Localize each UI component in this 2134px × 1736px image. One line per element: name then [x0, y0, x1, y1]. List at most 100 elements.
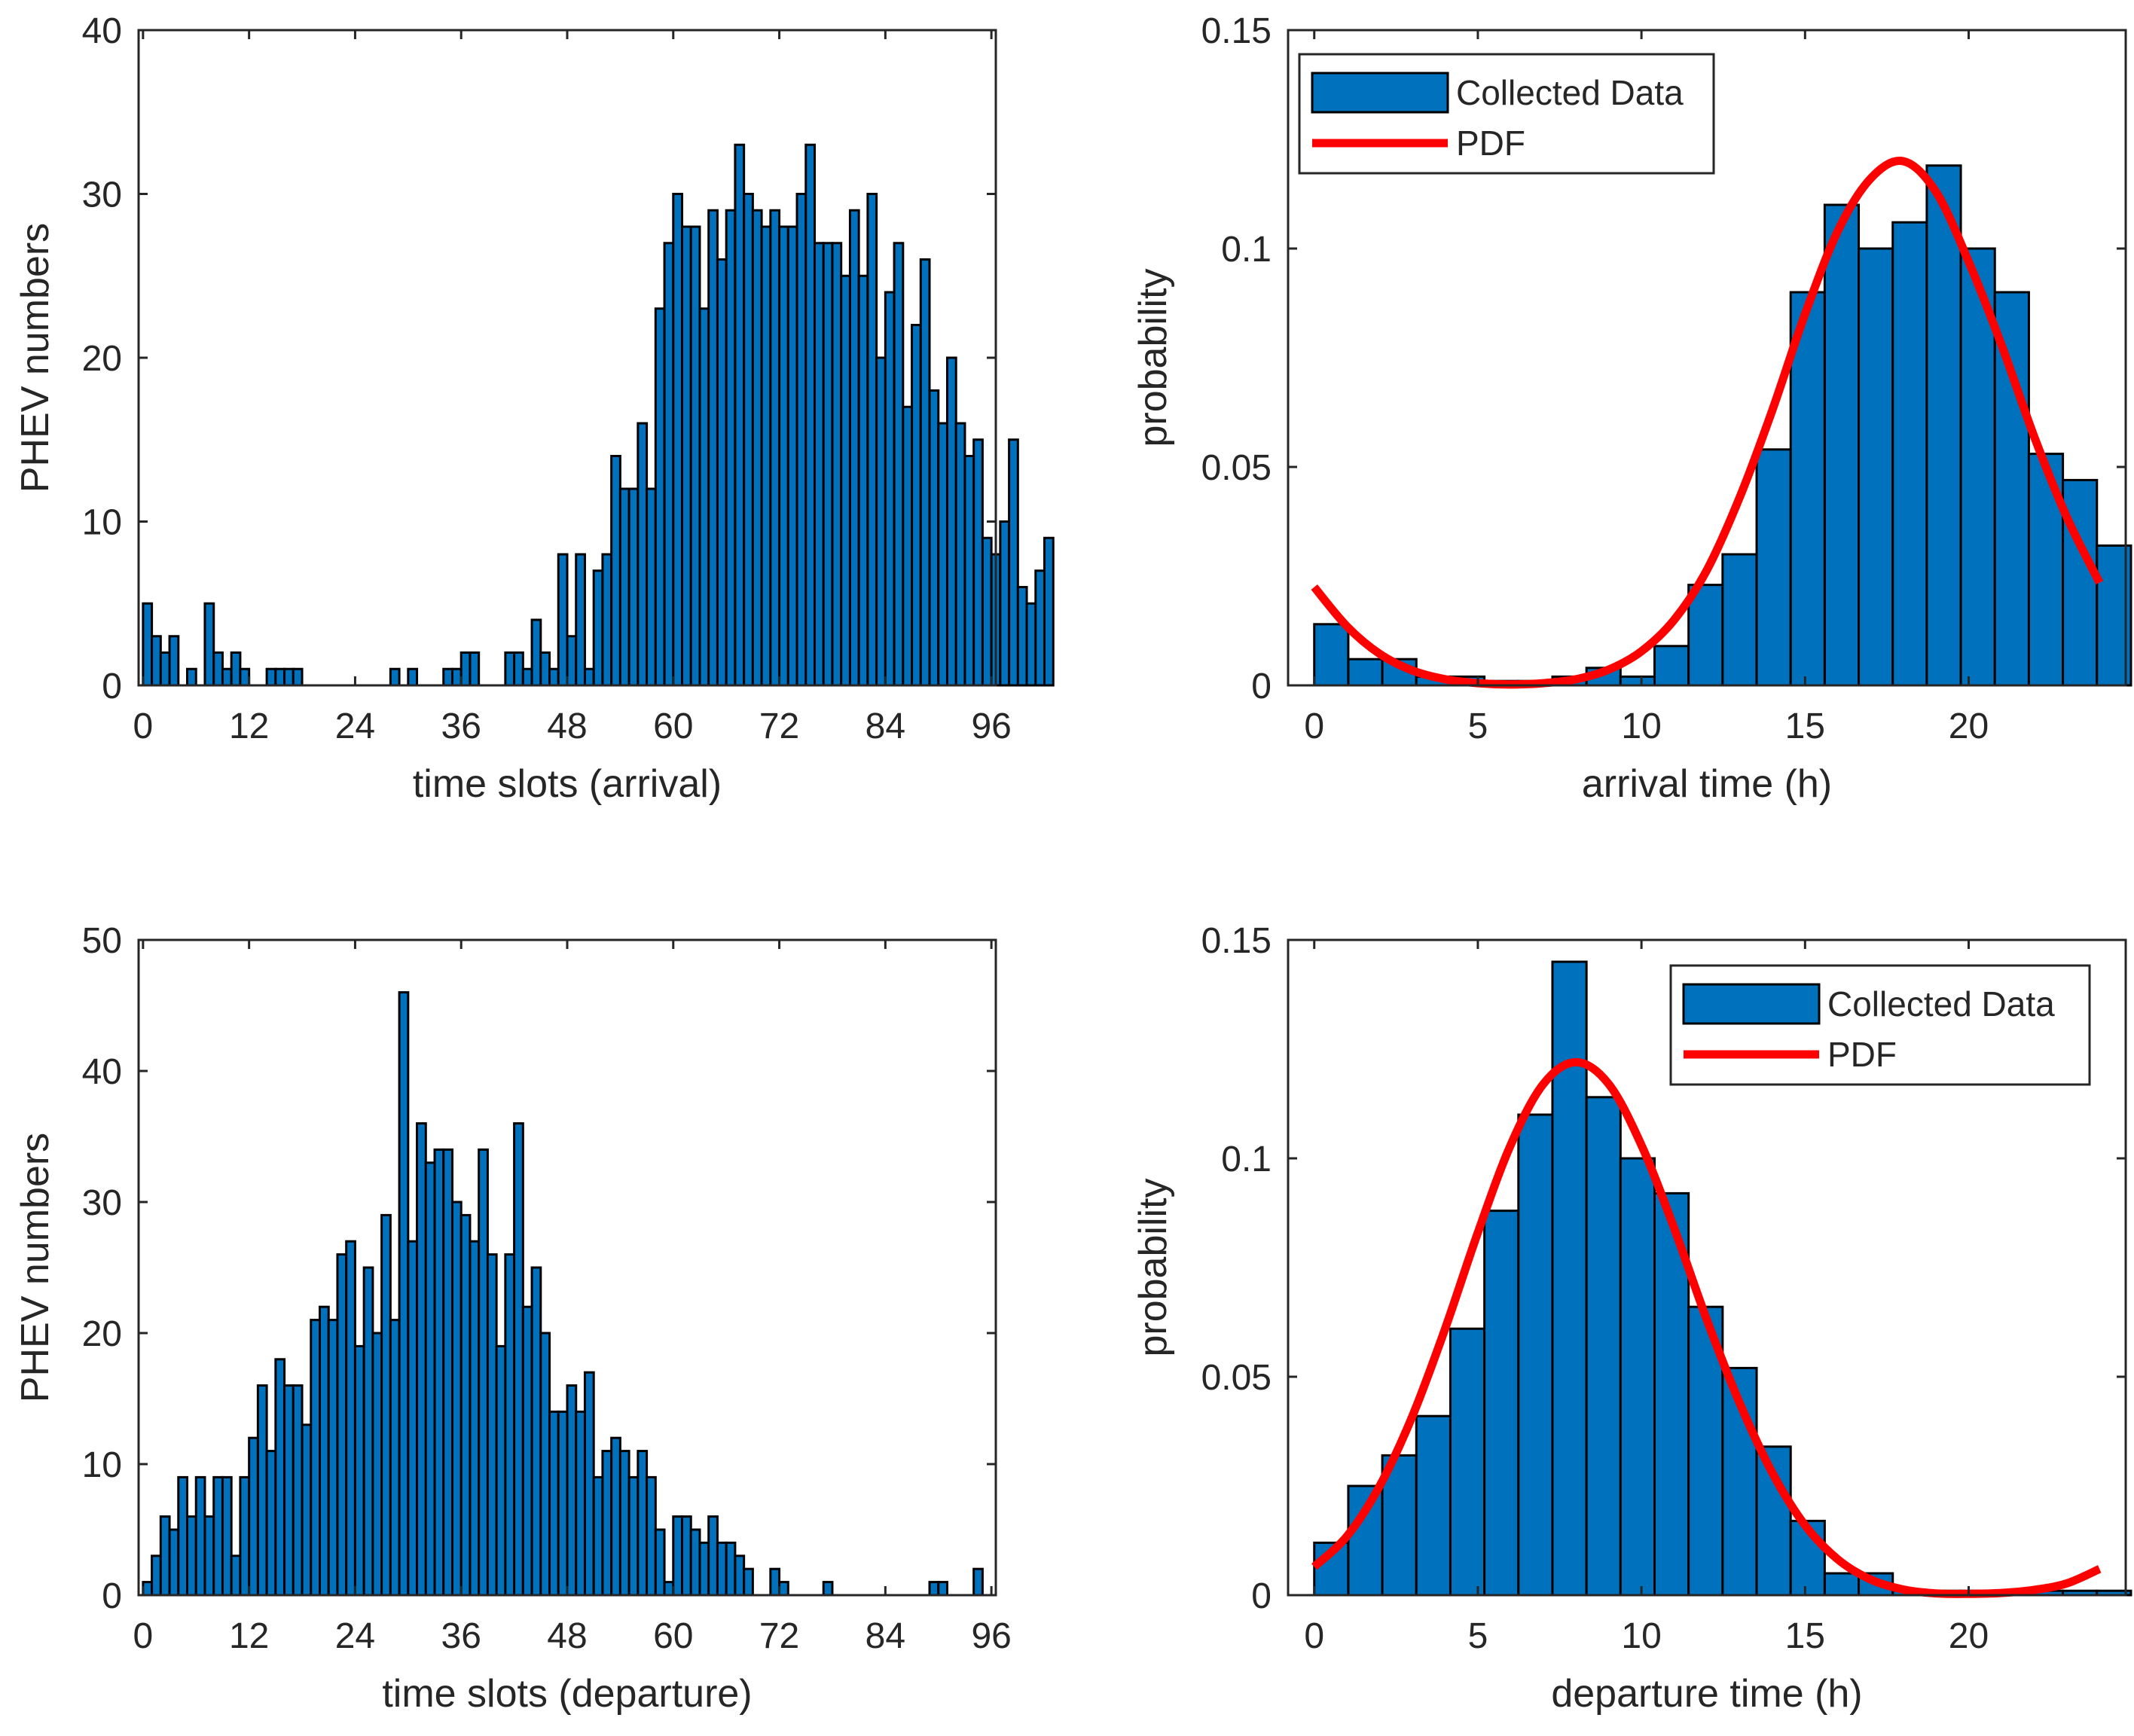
x-tick-label: 20 [1949, 1616, 1989, 1656]
y-tick-label: 0 [1251, 667, 1272, 706]
bar [902, 405, 914, 687]
y-tick-label: 0.05 [1201, 448, 1272, 488]
x-tick-label: 96 [971, 1616, 1011, 1656]
y-tick-label: 20 [82, 1314, 122, 1354]
bar [1483, 1210, 1520, 1597]
y-tick-label: 0 [1251, 1576, 1272, 1616]
y-tick-label: 0 [102, 667, 122, 706]
bar [504, 651, 516, 687]
bar [548, 667, 560, 687]
bar [786, 225, 798, 687]
y-tick-label: 0 [102, 1576, 122, 1616]
x-tick-label: 12 [229, 1616, 269, 1656]
x-axis-label: time slots (departure) [382, 1672, 752, 1716]
bar [1823, 1572, 1861, 1597]
bar [822, 242, 834, 687]
bar [610, 1436, 621, 1597]
x-tick-label: 10 [1621, 1616, 1661, 1656]
bar [1016, 586, 1028, 687]
bar [866, 193, 878, 687]
x-tick-label: 72 [759, 1616, 799, 1656]
bar [1858, 247, 1894, 687]
bar [557, 553, 569, 687]
bar [1925, 164, 1962, 687]
bar [319, 1305, 330, 1597]
bar [725, 209, 737, 687]
bar [1415, 1414, 1452, 1597]
x-axis-label: arrival time (h) [1582, 762, 1832, 806]
bar [186, 1515, 197, 1597]
x-tick-label: 0 [1304, 706, 1324, 746]
bar [283, 1384, 295, 1597]
bar [583, 667, 595, 687]
bar [450, 667, 463, 687]
bar [459, 1213, 472, 1597]
bar [151, 635, 162, 687]
bar [345, 1240, 356, 1597]
bar [362, 1266, 374, 1597]
x-tick-label: 0 [133, 706, 154, 746]
bar [168, 1528, 180, 1597]
y-axis-label: probability [1131, 1178, 1175, 1356]
bar [248, 1436, 259, 1597]
bar [928, 1581, 940, 1597]
axes-frame [1287, 938, 2127, 1597]
x-tick-label: 24 [335, 706, 375, 746]
chart-departure-slots: 0 12 24 36 48 60 72 84 96 0 10 20 30 40 50 time slots (… [14, 921, 1012, 1716]
chart-arrival-prob: 0 5 10 15 20 0 0.05 0.1 0.15 arrival time (h) prob… [1131, 11, 2132, 806]
bar [1034, 569, 1046, 687]
bar [778, 1581, 789, 1597]
bar [459, 651, 472, 687]
bar [450, 1201, 463, 1597]
bar [1043, 536, 1055, 687]
bar [336, 1253, 348, 1597]
legend-label-pdf: PDF [1456, 124, 1525, 163]
x-tick-label: 12 [229, 706, 269, 746]
bar [592, 1475, 604, 1597]
bar [310, 1319, 322, 1597]
bar [848, 209, 860, 687]
y-tick-label: 0.1 [1221, 230, 1272, 270]
bar [972, 438, 984, 687]
legend-label-pdf: PDF [1827, 1035, 1897, 1074]
bar [513, 1122, 524, 1597]
bar [610, 455, 621, 687]
bar [822, 1581, 834, 1597]
bar [1551, 960, 1588, 1597]
bar [504, 1253, 516, 1597]
x-tick-label: 0 [133, 1616, 154, 1656]
bar [274, 1358, 286, 1597]
bar [681, 225, 692, 687]
pdf-line [1311, 157, 2104, 689]
bar [353, 1344, 365, 1597]
bar [159, 651, 171, 687]
legend: Collected Data PDF [1298, 53, 1715, 175]
x-tick-label: 15 [1785, 1616, 1825, 1656]
bar [734, 143, 746, 687]
bar [637, 1450, 649, 1597]
bar [1517, 1113, 1554, 1597]
y-tick-label: 10 [82, 1445, 122, 1485]
bar [203, 602, 215, 687]
bar [884, 291, 896, 687]
y-tick-label: 30 [82, 175, 122, 215]
bar [857, 274, 869, 687]
bar [221, 667, 233, 687]
y-tick-label: 0.05 [1201, 1358, 1272, 1398]
bar [416, 1122, 427, 1597]
bar [142, 1581, 154, 1597]
bar [725, 1541, 737, 1597]
bar [1823, 203, 1861, 687]
y-tick-label: 40 [82, 11, 122, 51]
y-tick-label: 0.15 [1201, 921, 1272, 961]
x-tick-label: 10 [1621, 706, 1661, 746]
chart-arrival-slots: 0 12 24 36 48 60 72 84 96 0 10 20 30 40 time slots (ar… [14, 11, 1055, 806]
bar [937, 1581, 948, 1597]
bar-series [1313, 960, 2132, 1597]
bar [194, 1475, 206, 1597]
y-tick-label: 0.15 [1201, 11, 1272, 51]
bar [919, 258, 931, 687]
bar [689, 225, 701, 687]
pdf-line [1311, 1057, 2102, 1598]
